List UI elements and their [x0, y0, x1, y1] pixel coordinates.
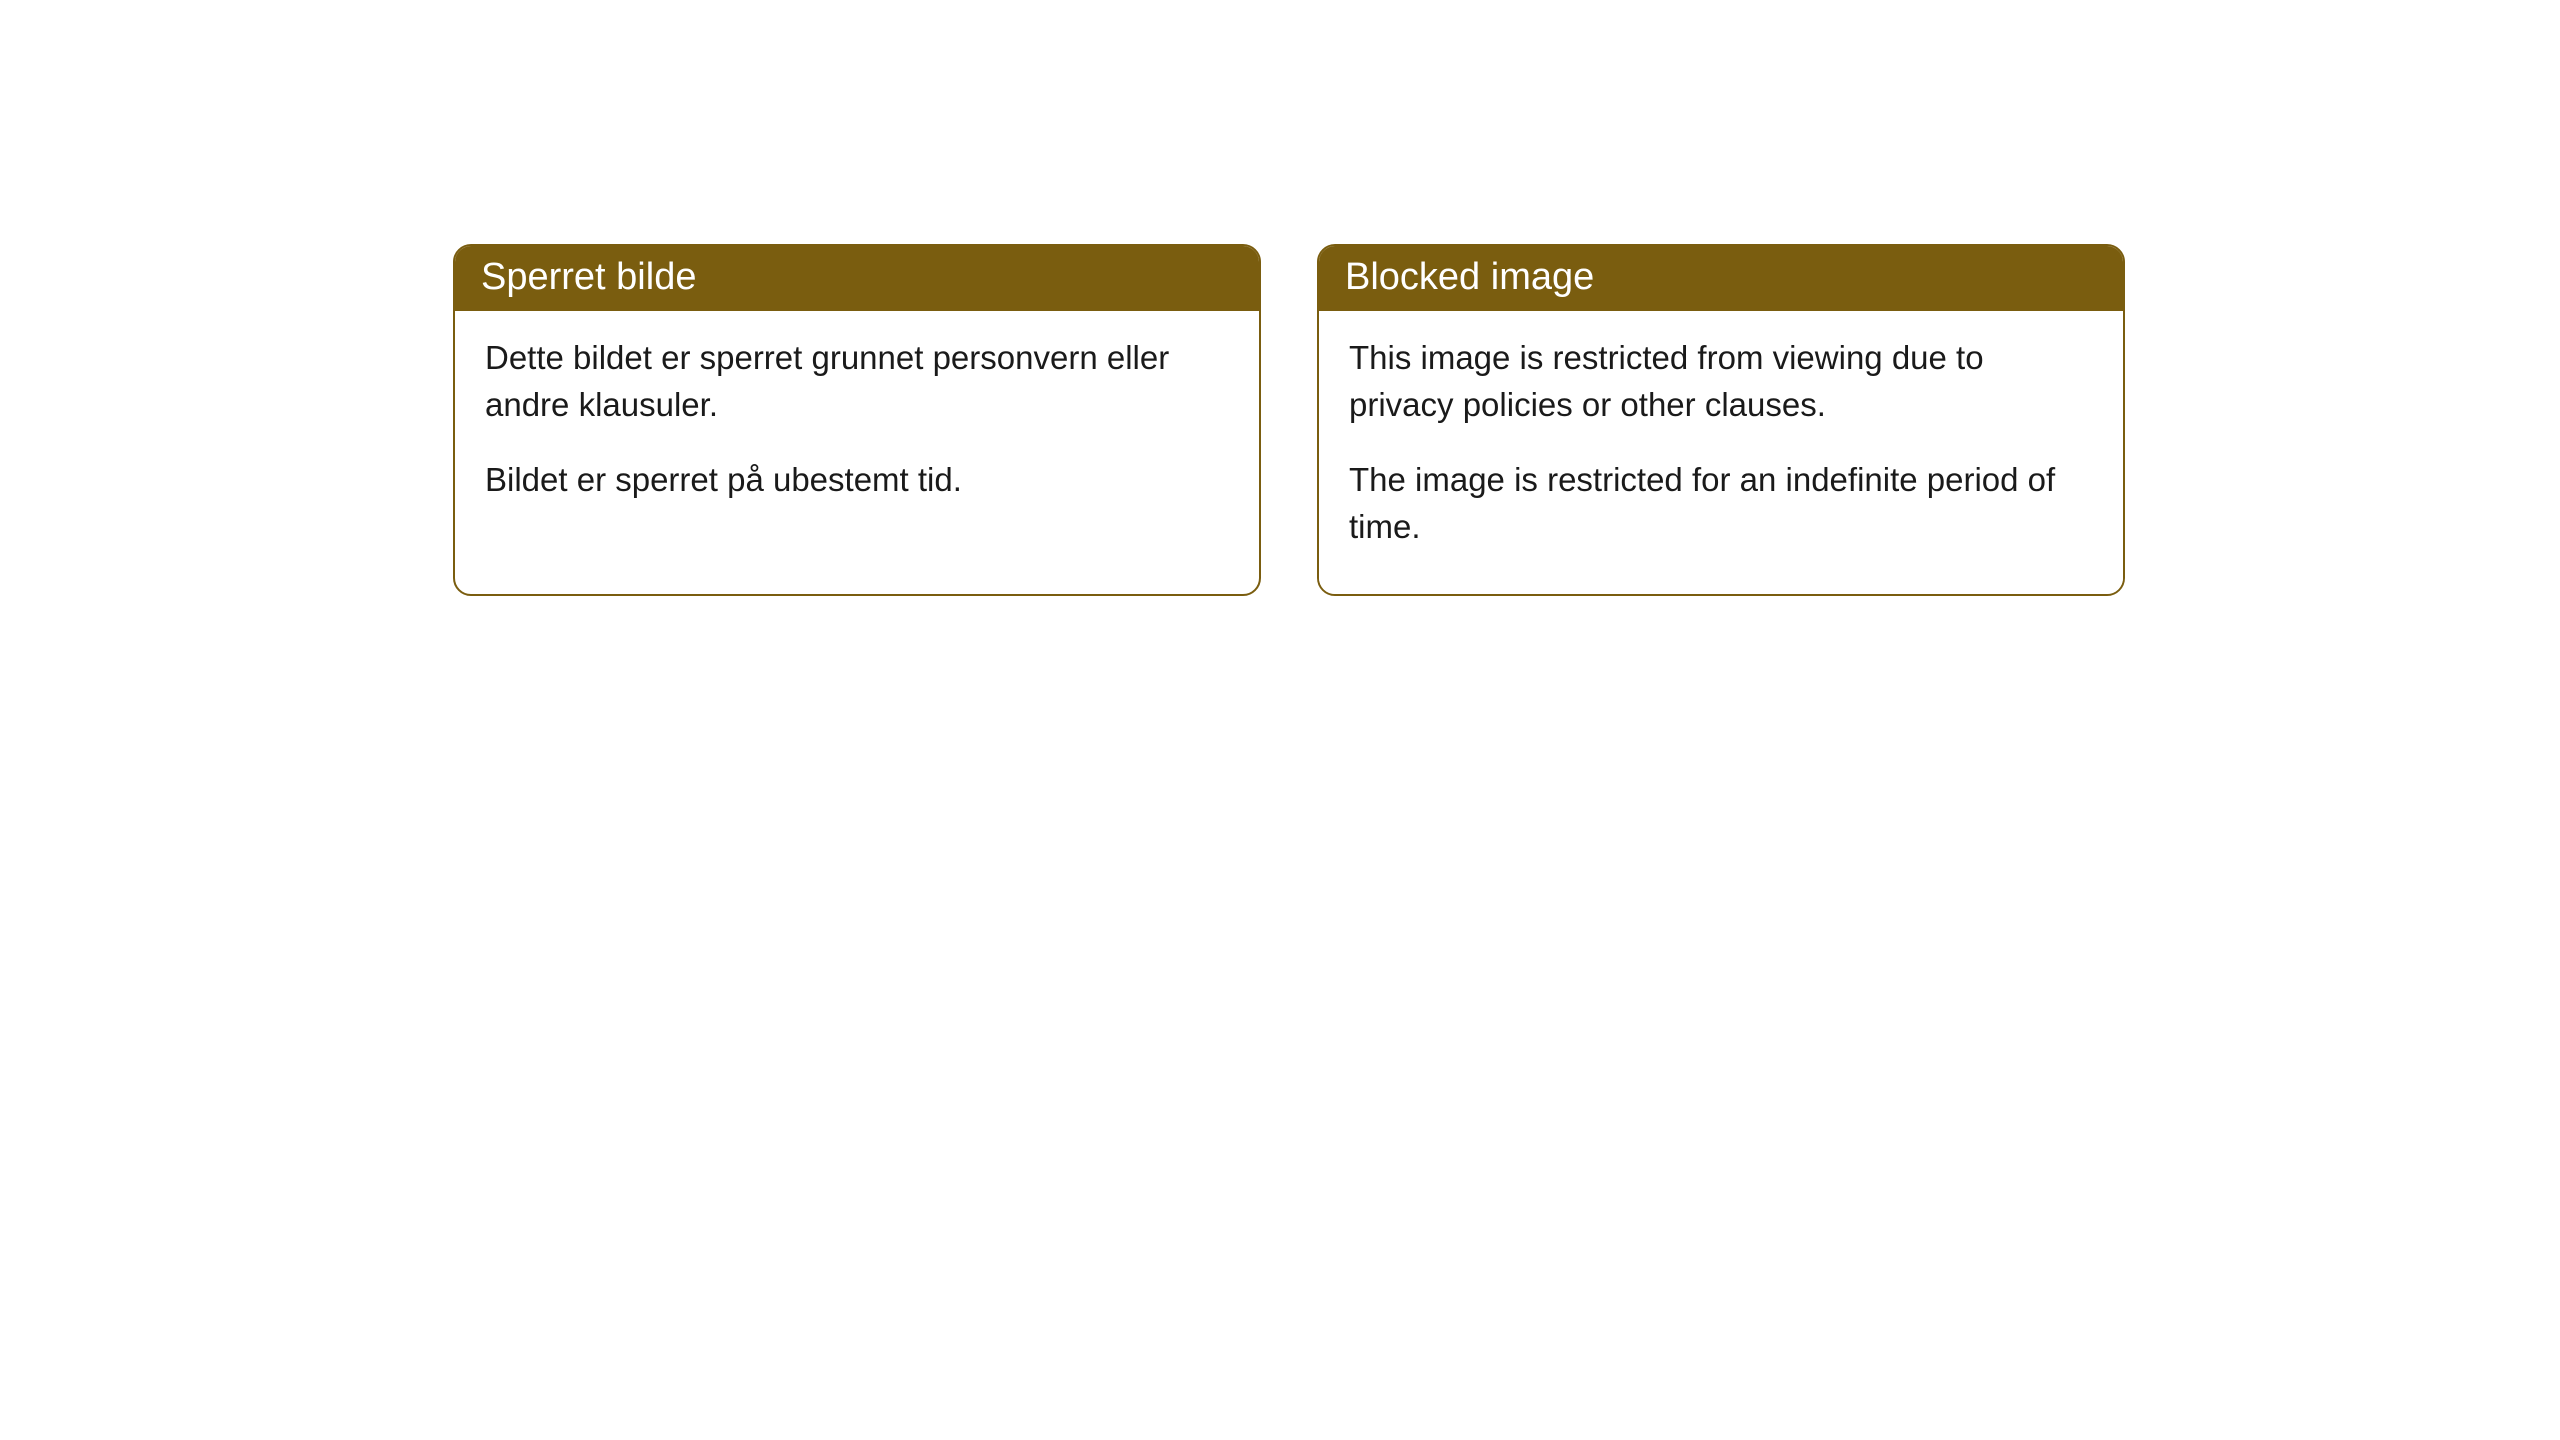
card-paragraph: The image is restricted for an indefinit… — [1349, 457, 2093, 551]
card-paragraph: Dette bildet er sperret grunnet personve… — [485, 335, 1229, 429]
card-header: Sperret bilde — [455, 246, 1259, 311]
card-header: Blocked image — [1319, 246, 2123, 311]
card-title: Blocked image — [1345, 256, 1594, 298]
notice-card-norwegian: Sperret bilde Dette bildet er sperret gr… — [453, 244, 1261, 596]
notice-card-english: Blocked image This image is restricted f… — [1317, 244, 2125, 596]
card-body: This image is restricted from viewing du… — [1319, 311, 2123, 594]
card-paragraph: Bildet er sperret på ubestemt tid. — [485, 457, 1229, 504]
card-paragraph: This image is restricted from viewing du… — [1349, 335, 2093, 429]
card-body: Dette bildet er sperret grunnet personve… — [455, 311, 1259, 548]
notice-container: Sperret bilde Dette bildet er sperret gr… — [0, 0, 2560, 596]
card-title: Sperret bilde — [481, 256, 696, 298]
